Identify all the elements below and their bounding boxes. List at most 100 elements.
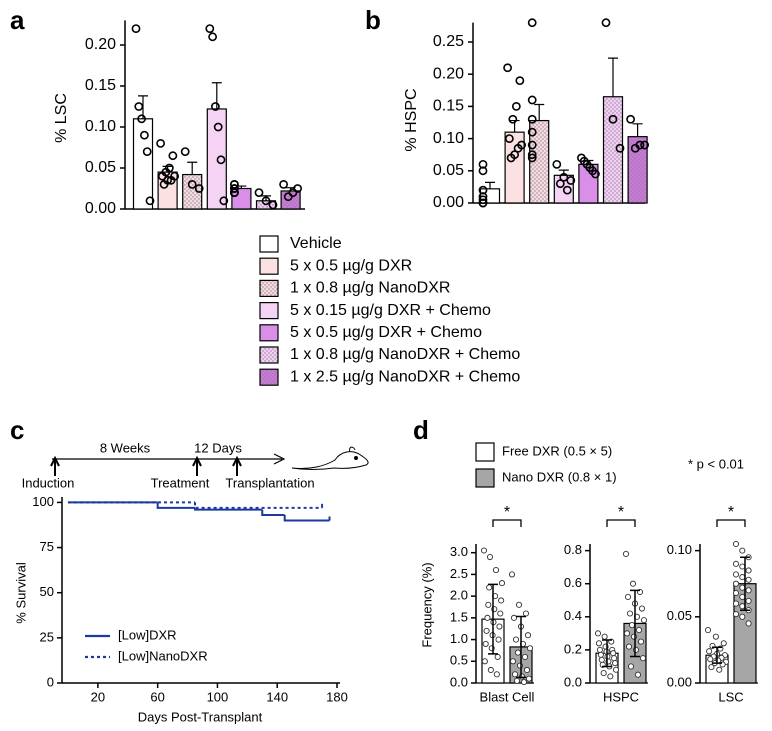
data-point (739, 563, 746, 570)
data-point (279, 179, 288, 189)
data-point (635, 626, 643, 634)
data-point (229, 188, 239, 197)
legend-label: Nano DXR (0.8 × 1) (502, 469, 617, 484)
data-point (630, 143, 640, 153)
data-point (640, 617, 648, 624)
data-point (625, 643, 633, 650)
data-point (615, 143, 625, 153)
timeline-event: Induction (22, 475, 75, 490)
y-tick-label: 0.00 (85, 200, 116, 217)
data-point (483, 627, 490, 634)
data-point (630, 633, 638, 640)
error-bar (608, 57, 618, 97)
data-point (745, 597, 752, 604)
legend-label: 1 x 2.5 µg/g NanoDXR + Chemo (290, 368, 520, 385)
data-point (607, 673, 614, 680)
mouse-icon (291, 446, 369, 470)
data-point (639, 655, 647, 662)
legend-swatch (259, 346, 279, 364)
data-point (157, 171, 167, 181)
y-tick-label: 0.2 (564, 641, 582, 656)
data-point (229, 179, 239, 189)
y-tick-label: 0.15 (433, 98, 464, 115)
data-point (208, 32, 217, 42)
data-point (497, 610, 504, 617)
event-arrow (192, 455, 202, 476)
data-point (485, 601, 492, 608)
data-point (515, 76, 525, 86)
y-tick-label: 0.4 (564, 608, 582, 623)
data-point (555, 179, 565, 189)
data-point (527, 18, 537, 28)
y-axis-label: % HSPC (403, 88, 420, 151)
x-tick-label: 180 (326, 689, 348, 704)
data-point (516, 662, 524, 669)
data-point (229, 184, 239, 193)
data-point (486, 553, 494, 561)
legend-label: Vehicle (290, 235, 342, 252)
x-tick-label: 60 (150, 689, 164, 704)
data-point (498, 597, 505, 604)
data-point (492, 567, 500, 574)
legend-label: [Low]NanoDXR (118, 648, 208, 663)
data-point (739, 547, 746, 554)
data-point (624, 593, 632, 601)
x-category-label: LSC (718, 689, 743, 704)
x-tick-label: 20 (91, 689, 105, 704)
legend-swatch (259, 235, 279, 253)
data-point (626, 114, 635, 124)
data-point (600, 670, 607, 677)
y-tick-label: 0.05 (85, 159, 116, 176)
data-point (527, 150, 537, 160)
data-point (527, 140, 537, 150)
data-point (134, 102, 144, 111)
survival-step (194, 507, 263, 511)
x-category-label: Blast Cell (480, 689, 535, 704)
timeline (52, 453, 286, 465)
data-point (504, 134, 514, 143)
data-point (508, 571, 516, 578)
y-tick-label: 1.5 (450, 609, 468, 624)
legend-swatch (259, 368, 279, 386)
x-axis-label: Days Post-Transplant (138, 709, 263, 724)
y-tick-label: 0.5 (450, 653, 468, 668)
y-tick-label: 0.15 (85, 77, 116, 94)
data-point (495, 636, 502, 643)
data-point (739, 593, 746, 601)
data-point (486, 584, 493, 591)
data-point (566, 176, 576, 185)
data-point (632, 646, 640, 653)
y-axis-label: % LSC (53, 93, 70, 143)
data-point (481, 658, 488, 665)
data-point (254, 188, 264, 197)
data-point (745, 620, 752, 627)
data-point (498, 580, 506, 587)
y-tick-label: 0.0 (564, 674, 582, 689)
data-point (622, 550, 630, 557)
data-point (707, 656, 714, 663)
data-point (511, 102, 521, 111)
data-point (745, 567, 752, 574)
bar (504, 131, 525, 204)
data-point (732, 560, 740, 567)
data-point (506, 153, 516, 163)
y-tick-label: 3.0 (450, 544, 468, 559)
data-point (708, 664, 715, 671)
data-point (638, 605, 646, 612)
error-bar (488, 583, 498, 655)
data-point (219, 196, 229, 206)
y-tick-label: 0.10 (667, 542, 692, 557)
data-point (484, 614, 491, 621)
y-tick-label: 0.20 (433, 65, 464, 82)
data-point (145, 196, 155, 206)
data-point (527, 95, 537, 105)
x-tick-label: 140 (266, 689, 288, 704)
y-tick-label: 0.25 (433, 33, 464, 50)
data-point (629, 580, 637, 587)
error-bar (534, 103, 545, 121)
data-point (137, 114, 146, 124)
data-point (131, 24, 141, 33)
data-point (508, 114, 518, 124)
data-point (716, 666, 723, 673)
data-point (480, 547, 488, 554)
